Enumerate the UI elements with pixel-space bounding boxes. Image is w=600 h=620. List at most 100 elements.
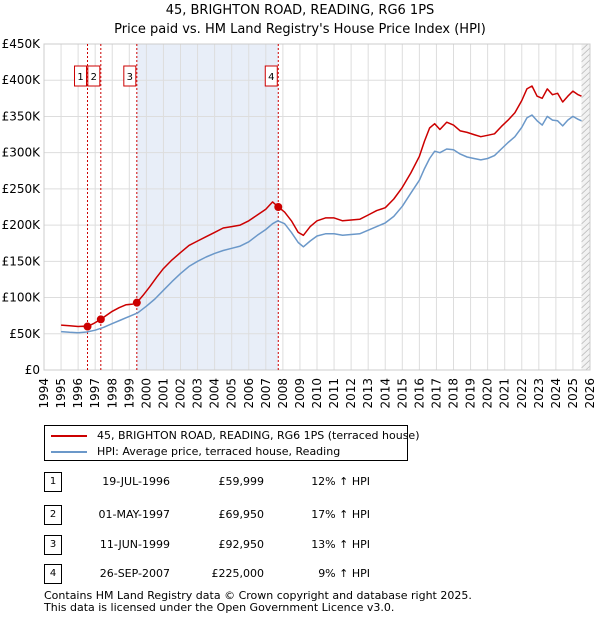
property-price-line [61,85,582,328]
hatch-stroke [581,305,590,315]
x-tick-label: 1994 [37,378,51,409]
x-tick-label: 2019 [464,378,478,409]
sale-marker-box: 3 [44,535,62,555]
table-row: 3 11-JUN-1999 £92,950 13% ↑ HPI [0,535,600,555]
hatch-stroke [581,179,590,189]
hatch-stroke [581,24,590,32]
x-tick-label: 2007 [259,378,273,409]
hatch-stroke [581,125,590,135]
hatch-stroke [581,143,590,153]
y-tick-label: £350K [2,109,42,123]
hatch-stroke [581,257,590,267]
x-tick-label: 2023 [532,378,546,409]
x-tick-label: 2001 [156,378,170,409]
x-tick-label: 1995 [54,378,68,409]
hatch-stroke [581,203,590,213]
hatch-stroke [581,65,590,75]
sale-price: £59,999 [218,475,265,488]
sale-date: 11-JUN-1999 [99,538,170,551]
x-tick-label: 2003 [191,378,205,409]
hatch-stroke [581,77,590,87]
sale-label-box [87,65,101,87]
hatch-stroke [581,53,590,63]
x-tick-label: 2022 [515,378,529,409]
hatch-stroke [581,59,590,69]
x-tick-label: 2016 [412,378,426,409]
hatch-stroke [581,221,590,231]
hatch-stroke [581,137,590,147]
sale-hpi-delta: 17% ↑ HPI [311,508,370,521]
x-tick-label: 2000 [139,378,153,409]
y-tick-label: £450K [2,37,42,51]
hatched-region [581,44,590,370]
hatch-stroke [581,323,590,333]
sale-marker-box: 2 [44,505,62,525]
hatch-stroke [581,233,590,243]
sale-label-number: 3 [127,72,133,83]
hatch-stroke [581,347,590,357]
sale-label-box [264,65,278,87]
sale-point [132,298,141,307]
hatch-stroke [581,227,590,237]
sale-label-number: 1 [77,72,83,83]
legend-swatch-hpi [51,451,87,453]
hatch-stroke [581,317,590,327]
hatch-stroke [581,299,590,309]
hatch-stroke [581,287,590,297]
hatch-stroke [581,191,590,201]
x-tick-label: 1997 [88,378,102,409]
x-tick-label: 2008 [276,378,290,409]
sale-hpi-delta: 12% ↑ HPI [311,475,370,488]
hatch-stroke [581,119,590,129]
sale-marker-box: 4 [44,564,62,584]
table-row: 4 26-SEP-2007 £225,000 9% ↑ HPI [0,564,600,584]
x-tick-label: 1996 [71,378,85,409]
hatch-stroke [581,161,590,171]
hatch-stroke [581,329,590,339]
x-tick-label: 1999 [122,378,136,409]
y-tick-label: £250K [2,182,42,196]
y-tick-label: £150K [2,254,42,268]
y-tick-label: £100K [2,291,42,305]
plot-frame [43,43,591,371]
sale-date: 01-MAY-1997 [98,508,170,521]
x-tick-label: 2005 [225,378,239,409]
y-tick-label: £400K [2,73,42,87]
x-tick-label: 2002 [174,378,188,409]
hatch-stroke [581,335,590,345]
hatch-stroke [581,155,590,165]
sale-date: 19-JUL-1996 [102,475,170,488]
chart-subtitle: Price paid vs. HM Land Registry's House … [114,22,486,37]
hatch-stroke [581,95,590,105]
x-tick-label: 2013 [361,378,375,409]
sale-price: £225,000 [211,567,265,580]
hatch-stroke [581,239,590,249]
x-tick-label: 2014 [378,378,392,409]
footer-license: This data is licensed under the Open Gov… [44,601,395,614]
hatch-stroke [581,245,590,255]
hatch-stroke [581,311,590,321]
hatch-stroke [581,275,590,285]
table-row: 2 01-MAY-1997 £69,950 17% ↑ HPI [0,505,600,525]
hatch-stroke [581,89,590,99]
hatch-stroke [581,44,589,51]
sale-point [83,322,92,331]
hatch-stroke [581,149,590,159]
hatch-stroke [581,215,590,225]
hatch-stroke [581,173,590,183]
sale-label-box [123,65,137,87]
y-tick-label: £0 [25,363,40,377]
y-tick-label: £300K [2,146,42,160]
y-tick-label: £50K [9,327,41,341]
x-tick-label: 2006 [242,378,256,409]
hatch-stroke [585,365,590,370]
hatch-stroke [581,30,590,38]
x-tick-label: 2009 [293,378,307,409]
sale-marker-box: 1 [44,472,62,492]
x-tick-label: 2015 [395,378,409,409]
sale-label-box [74,65,88,87]
hatch-stroke [581,107,590,117]
x-tick-label: 2018 [447,378,461,409]
x-tick-label: 1998 [105,378,119,409]
hatch-stroke [581,359,590,369]
